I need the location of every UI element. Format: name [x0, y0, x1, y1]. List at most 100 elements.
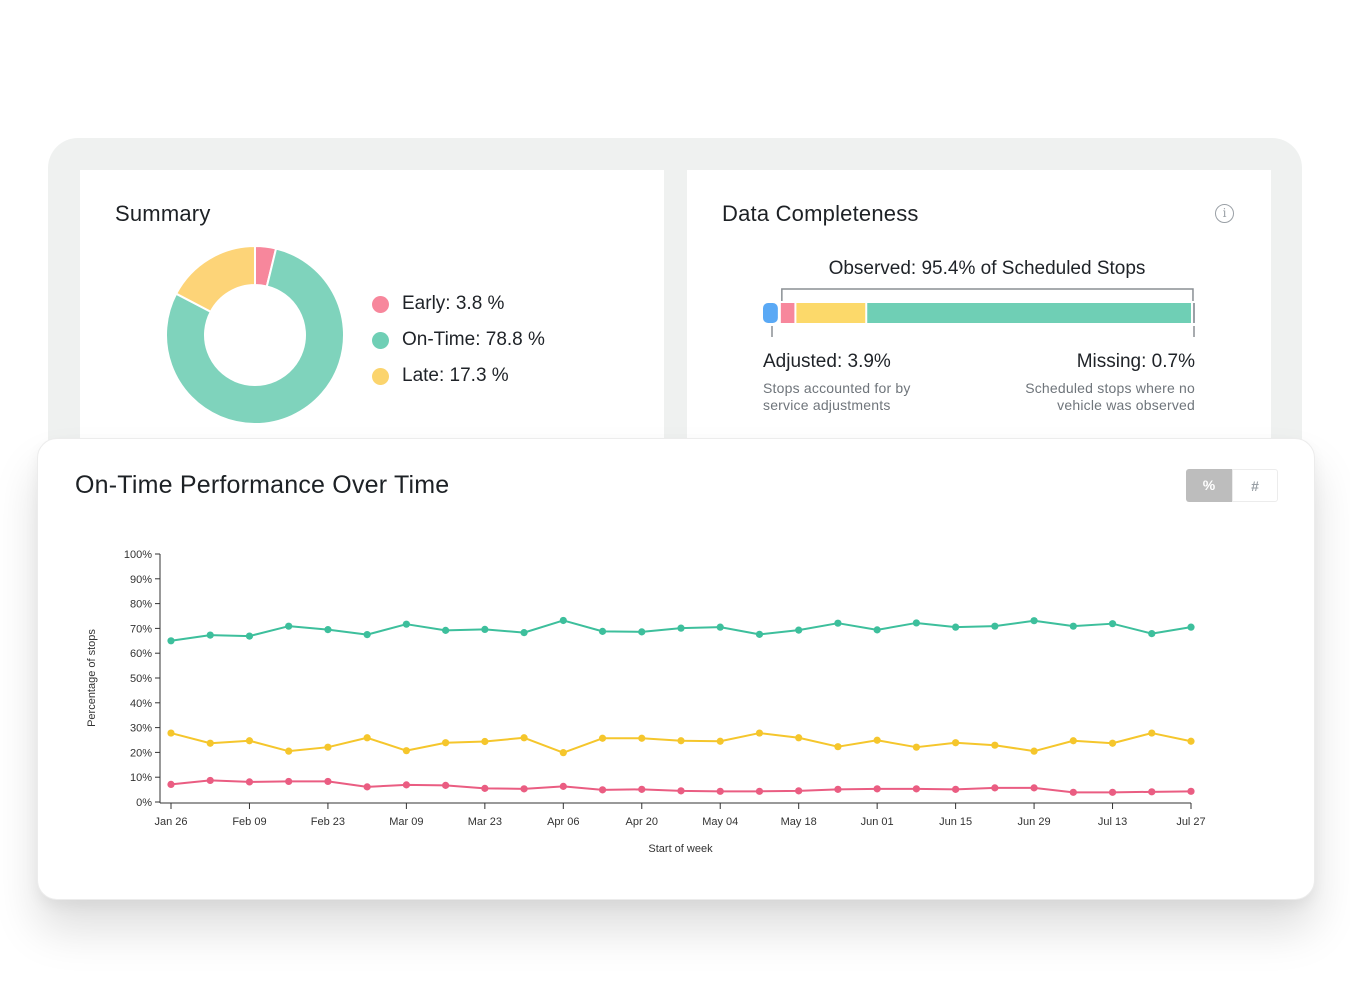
series-point-early[interactable]	[167, 780, 175, 788]
series-point-early[interactable]	[716, 787, 724, 795]
series-point-late[interactable]	[598, 734, 607, 742]
series-point-on-time[interactable]	[559, 616, 567, 625]
series-point-early[interactable]	[245, 778, 254, 786]
series-point-on-time[interactable]	[363, 631, 371, 639]
series-point-on-time[interactable]	[991, 622, 999, 630]
series-point-late[interactable]	[1108, 739, 1117, 747]
unit-toggle: % #	[1186, 469, 1278, 502]
series-point-late[interactable]	[520, 734, 528, 742]
y-tick-label: 0%	[136, 797, 152, 809]
series-point-late[interactable]	[795, 734, 803, 742]
series-point-early[interactable]	[795, 787, 803, 795]
series-point-early[interactable]	[598, 786, 607, 794]
series-point-late[interactable]	[245, 737, 254, 745]
series-point-late[interactable]	[716, 737, 724, 745]
series-point-late[interactable]	[285, 747, 293, 755]
series-point-early[interactable]	[402, 781, 410, 789]
series-point-late[interactable]	[1148, 729, 1156, 737]
series-point-late[interactable]	[402, 747, 410, 755]
legend-item-early: Early: 3.8 %	[372, 286, 545, 322]
series-point-on-time[interactable]	[677, 624, 685, 632]
series-point-late[interactable]	[834, 743, 842, 751]
series-point-early[interactable]	[1148, 788, 1156, 796]
series-point-late[interactable]	[1030, 747, 1038, 755]
series-point-early[interactable]	[952, 785, 960, 793]
series-point-on-time[interactable]	[1148, 630, 1156, 638]
series-point-late[interactable]	[873, 736, 881, 744]
series-point-early[interactable]	[1030, 784, 1038, 792]
series-point-late[interactable]	[206, 739, 214, 747]
series-point-on-time[interactable]	[912, 619, 920, 627]
series-point-on-time[interactable]	[952, 623, 960, 631]
observed-bracket	[781, 288, 1194, 301]
x-axis-title: Start of week	[648, 843, 713, 855]
series-point-on-time[interactable]	[481, 625, 489, 633]
series-point-early[interactable]	[285, 777, 293, 786]
toggle-count-button[interactable]: #	[1232, 469, 1278, 502]
series-point-early[interactable]	[520, 785, 528, 793]
series-point-late[interactable]	[638, 734, 646, 742]
series-point-on-time[interactable]	[167, 637, 175, 645]
series-point-early[interactable]	[206, 776, 214, 785]
series-point-late[interactable]	[442, 739, 450, 747]
series-point-on-time[interactable]	[520, 629, 528, 637]
series-point-on-time[interactable]	[402, 620, 410, 628]
x-tick-label: Apr 20	[626, 816, 658, 828]
series-point-on-time[interactable]	[834, 619, 842, 627]
x-tick-label: Jun 01	[861, 816, 894, 828]
info-icon[interactable]: i	[1215, 204, 1234, 223]
series-point-late[interactable]	[167, 729, 175, 737]
series-point-early[interactable]	[991, 784, 999, 792]
series-point-late[interactable]	[363, 734, 371, 742]
series-point-late[interactable]	[1187, 737, 1195, 745]
series-point-on-time[interactable]	[638, 628, 646, 636]
series-point-on-time[interactable]	[285, 622, 293, 630]
series-point-late[interactable]	[1069, 737, 1077, 745]
series-point-early[interactable]	[1069, 788, 1077, 796]
series-point-on-time[interactable]	[598, 627, 607, 635]
series-point-late[interactable]	[991, 741, 999, 749]
series-point-on-time[interactable]	[324, 626, 332, 634]
series-point-late[interactable]	[677, 737, 685, 745]
series-point-early[interactable]	[912, 785, 920, 793]
series-point-on-time[interactable]	[795, 626, 803, 634]
series-point-early[interactable]	[834, 785, 842, 793]
series-point-early[interactable]	[1187, 787, 1195, 795]
y-tick-label: 20%	[130, 747, 152, 759]
series-point-on-time[interactable]	[1187, 623, 1195, 631]
summary-legend: Early: 3.8 % On-Time: 78.8 % Late: 17.3 …	[372, 286, 545, 394]
bar-segment-on-time	[867, 303, 1191, 323]
series-point-late[interactable]	[912, 743, 920, 751]
x-tick-label: Jan 26	[154, 816, 187, 828]
series-point-early[interactable]	[442, 781, 450, 789]
series-point-on-time[interactable]	[245, 632, 254, 640]
series-point-late[interactable]	[481, 737, 489, 746]
series-point-early[interactable]	[363, 783, 371, 791]
series-point-early[interactable]	[559, 782, 567, 790]
series-point-on-time[interactable]	[1108, 620, 1117, 628]
series-point-early[interactable]	[481, 784, 489, 792]
series-point-late[interactable]	[755, 729, 764, 737]
series-point-on-time[interactable]	[442, 626, 450, 634]
bar-segment-early	[780, 303, 795, 323]
series-point-early[interactable]	[755, 787, 764, 795]
series-point-early[interactable]	[677, 787, 685, 795]
series-point-on-time[interactable]	[1069, 622, 1077, 630]
y-tick-label: 30%	[130, 723, 152, 735]
series-point-early[interactable]	[638, 785, 646, 793]
legend-dot-late	[372, 367, 389, 385]
series-point-late[interactable]	[324, 743, 332, 751]
series-point-late[interactable]	[952, 739, 960, 747]
series-point-early[interactable]	[324, 777, 332, 786]
series-point-on-time[interactable]	[206, 631, 214, 639]
series-point-early[interactable]	[873, 785, 881, 793]
series-point-on-time[interactable]	[1030, 617, 1038, 625]
x-tick-label: Jun 15	[939, 816, 972, 828]
series-point-late[interactable]	[559, 749, 567, 757]
toggle-percent-button[interactable]: %	[1186, 469, 1232, 502]
series-point-on-time[interactable]	[755, 630, 764, 638]
x-tick-label: Feb 23	[311, 816, 345, 828]
series-point-on-time[interactable]	[716, 623, 724, 631]
series-point-on-time[interactable]	[873, 626, 881, 634]
series-point-early[interactable]	[1108, 788, 1117, 796]
